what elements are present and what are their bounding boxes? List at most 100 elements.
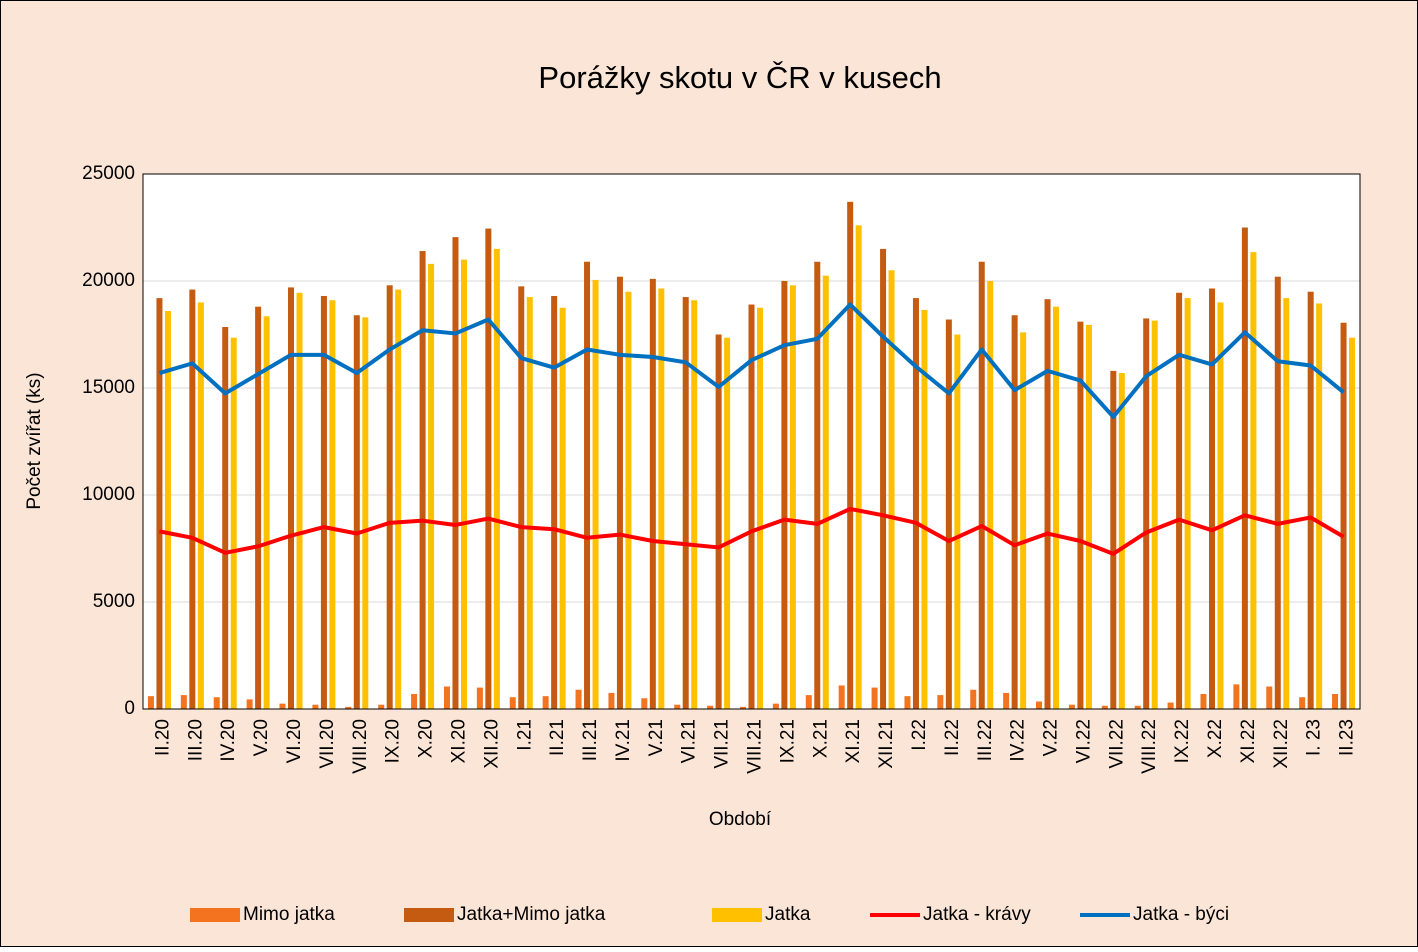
bar (772, 703, 779, 709)
bar (682, 297, 689, 709)
bar (147, 696, 154, 709)
bar (937, 695, 944, 709)
bar (189, 289, 196, 709)
bar (493, 248, 500, 709)
x-tick-label: II.22 (942, 719, 963, 756)
x-tick-label: VII.20 (317, 719, 338, 769)
bar (263, 316, 270, 709)
bar (1176, 292, 1183, 709)
bar (345, 706, 352, 709)
bar (748, 304, 755, 709)
bar (230, 337, 237, 709)
bar (904, 696, 911, 709)
bar (1266, 686, 1273, 709)
y-tick-label: 5000 (93, 591, 135, 612)
x-tick-label: IV.22 (1008, 719, 1029, 762)
bar (805, 695, 812, 709)
bar (1085, 324, 1092, 709)
x-tick-label: VIII.22 (1139, 719, 1160, 774)
bar (542, 696, 549, 709)
bar (156, 298, 163, 709)
bar (608, 692, 615, 709)
legend-label: Jatka+Mimo jatka (457, 904, 606, 925)
bar (847, 201, 854, 709)
x-tick-label: XII.20 (481, 719, 502, 769)
x-tick-label: III.20 (185, 719, 206, 761)
x-tick-label: XI.22 (1238, 719, 1259, 763)
x-tick-label: VI.20 (284, 719, 305, 763)
x-tick-label: X.20 (416, 719, 437, 758)
y-tick-label: 25000 (82, 163, 135, 184)
bar (707, 705, 714, 709)
bar (460, 259, 467, 709)
x-tick-label: II.21 (547, 719, 568, 756)
bar (616, 276, 623, 709)
bar (1233, 684, 1240, 709)
x-tick-label: X.22 (1205, 719, 1226, 758)
bar (822, 275, 829, 709)
y-axis-label: Počet zvířat (ks) (24, 372, 45, 509)
bar (1068, 704, 1075, 709)
x-tick-label: V.20 (251, 719, 272, 756)
bar (197, 302, 204, 709)
bar (1200, 694, 1207, 709)
bar (1332, 694, 1339, 709)
bar (1340, 322, 1347, 709)
bar (551, 295, 558, 709)
x-tick-label: II.23 (1337, 719, 1358, 756)
bar (1110, 370, 1117, 709)
bar (1011, 315, 1018, 709)
bar (691, 300, 698, 709)
bar (320, 295, 327, 709)
x-tick-label: IX.22 (1172, 719, 1193, 763)
line (158, 302, 1345, 419)
bar (164, 310, 171, 709)
bar (395, 289, 402, 709)
bar (912, 298, 919, 709)
y-tick-label: 0 (124, 698, 135, 719)
bar (1184, 298, 1191, 709)
legend-label: Jatka - krávy (923, 904, 1031, 925)
bar (954, 334, 961, 709)
bar (987, 281, 994, 709)
bar (526, 297, 533, 709)
x-tick-label: VII.21 (712, 719, 733, 769)
bar (814, 261, 821, 709)
legend-swatch (404, 908, 454, 922)
bar (575, 689, 582, 709)
bar (658, 288, 665, 709)
bar (641, 698, 648, 709)
bar (978, 261, 985, 709)
bar (1349, 337, 1356, 709)
bar (1299, 697, 1306, 709)
x-tick-label: VII.22 (1106, 719, 1127, 769)
bar (246, 699, 253, 709)
x-tick-label: I.22 (909, 719, 930, 751)
bar (329, 300, 336, 709)
x-tick-label: II.20 (152, 719, 173, 756)
bar (970, 689, 977, 709)
legend-label: Jatka (765, 904, 811, 925)
chart-title: Porážky skotu v ČR v kusech (538, 60, 941, 95)
x-tick-label: IX.20 (383, 719, 404, 763)
line (159, 506, 1345, 556)
x-tick-label: XI.20 (448, 719, 469, 763)
bar (1044, 299, 1051, 709)
x-tick-label: IX.21 (777, 719, 798, 763)
x-tick-label: XII.21 (876, 719, 897, 769)
bar (411, 694, 418, 709)
bar (584, 261, 591, 709)
bar (1101, 705, 1108, 709)
y-tick-label: 15000 (82, 377, 135, 398)
bar (1134, 705, 1141, 709)
x-tick-label: III.21 (580, 719, 601, 761)
x-tick-label: IV.20 (218, 719, 239, 762)
bar (180, 695, 187, 709)
x-tick-label: V.22 (1041, 719, 1062, 756)
bar (1167, 702, 1174, 709)
x-tick-label: I. 23 (1304, 719, 1325, 756)
x-axis-label: Období (709, 809, 772, 830)
x-tick-label: VI.21 (679, 719, 700, 763)
bar (1250, 252, 1257, 710)
